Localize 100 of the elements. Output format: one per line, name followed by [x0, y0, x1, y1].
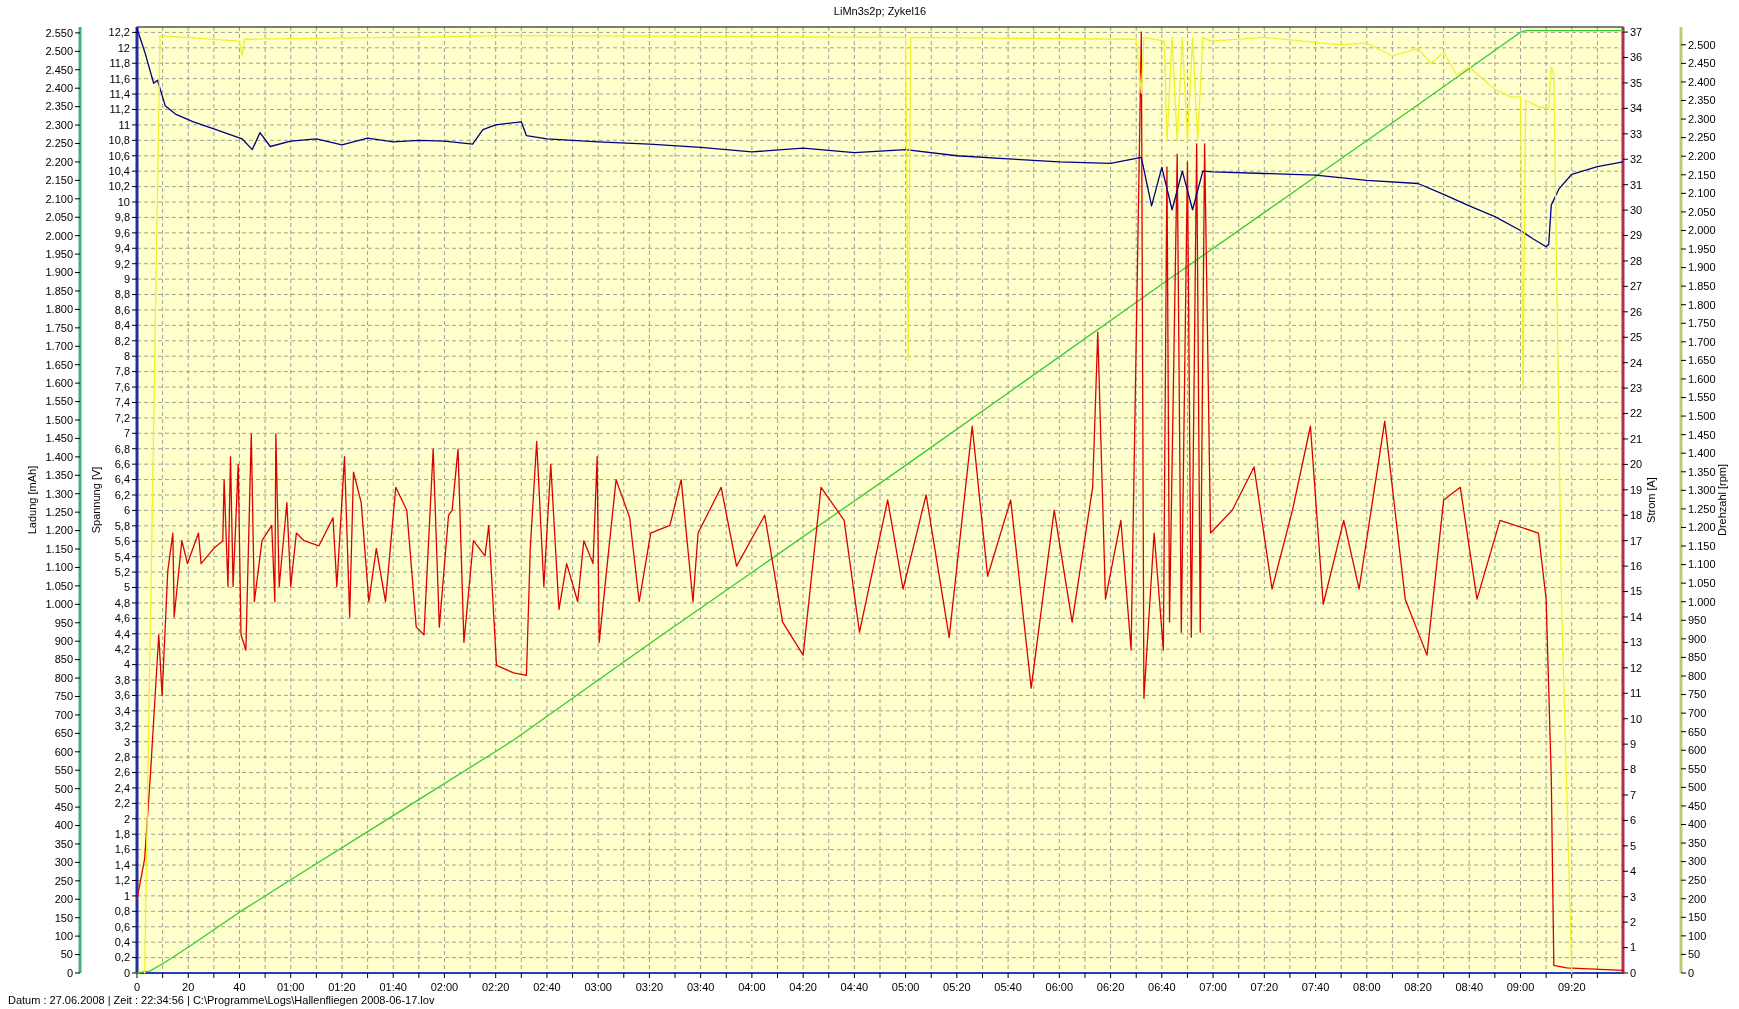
- y2-tick-label: 18: [1630, 509, 1643, 522]
- y-tick-label: 1.250: [1688, 502, 1716, 515]
- y-tick-label: 4: [123, 658, 130, 671]
- y-tick-label: 1.900: [1688, 261, 1716, 274]
- y-tick-label: 50: [1688, 948, 1701, 961]
- y2-tick-label: 8: [1630, 763, 1637, 776]
- y3-tick-label: 1.500: [45, 413, 73, 426]
- y-tick-label: 1.800: [1688, 298, 1716, 311]
- line-series: [136, 27, 1624, 248]
- y3-tick-label: 2.250: [45, 137, 73, 150]
- y-tick-label: 10,8: [108, 134, 130, 147]
- y-tick-label: 6: [123, 504, 130, 517]
- x-tick-label: 01:40: [379, 981, 407, 993]
- y3-tick-label: 200: [54, 893, 73, 906]
- y-tick-label: 1.350: [1688, 465, 1716, 478]
- y-tick-label: 300: [1688, 855, 1707, 868]
- y2-tick-label: 33: [1630, 127, 1643, 140]
- y3-tick-label: 650: [54, 727, 73, 740]
- y3-tick-label: 2.550: [45, 26, 73, 39]
- y3-tick-label: 1.100: [45, 561, 73, 574]
- y-tick-label: 2,6: [114, 766, 130, 779]
- y3-tick-label: 50: [60, 948, 73, 961]
- y3-tick-label: 1.000: [45, 598, 73, 611]
- y2-tick-label: 32: [1630, 153, 1643, 166]
- y2-tick-label: 26: [1630, 305, 1643, 318]
- y2-tick-label: 16: [1630, 559, 1643, 572]
- y-axis-title: Drehzahl [rpm]: [1716, 463, 1728, 537]
- y-tick-label: 8,6: [114, 303, 130, 316]
- y3-tick-label: 700: [54, 708, 73, 721]
- x-tick-label: 05:00: [891, 981, 920, 993]
- y-tick-label: 750: [1688, 688, 1707, 701]
- y-tick-label: 350: [1688, 836, 1707, 849]
- y-tick-label: 11,6: [109, 72, 130, 85]
- y2-tick-label: 0: [1630, 966, 1637, 979]
- y3-tick-label: 1.250: [45, 506, 73, 519]
- y-tick-label: 0: [123, 966, 130, 979]
- y-axis-title: Spannung [V]: [90, 466, 102, 534]
- y-tick-label: 0,2: [114, 951, 130, 964]
- x-tick-label: 09:20: [1557, 981, 1586, 993]
- y3-tick-label: 100: [54, 929, 73, 942]
- y-tick-label: 2.400: [1688, 75, 1716, 88]
- y2-tick-label: 29: [1630, 229, 1643, 242]
- y3-tick-label: 2.450: [45, 63, 73, 76]
- y3-tick-label: 1.800: [45, 303, 73, 316]
- x-tick-label: 07:40: [1301, 981, 1330, 993]
- y3-tick-label: 550: [54, 764, 73, 777]
- y2-tick-label: 25: [1630, 331, 1643, 344]
- x-tick-label: 05:20: [943, 981, 971, 993]
- y2-tick-label: 5: [1630, 839, 1637, 852]
- y2-tick-label: 20: [1630, 458, 1643, 471]
- y3-tick-label: 2.100: [45, 192, 73, 205]
- y2-axis-title: Strom [A]: [1645, 477, 1657, 523]
- x-tick-label: 06:20: [1096, 981, 1125, 993]
- y3-tick-label: 1.700: [45, 340, 73, 353]
- y-tick-label: 150: [1688, 911, 1707, 924]
- x-tick-label: 01:00: [276, 981, 305, 993]
- y3-tick-label: 950: [54, 616, 73, 629]
- y2-tick-label: 31: [1630, 178, 1643, 191]
- y-tick-label: 0: [1688, 966, 1695, 979]
- y-tick-label: 400: [1688, 818, 1707, 831]
- y-tick-label: 2: [123, 812, 130, 825]
- y3-tick-label: 850: [54, 653, 73, 666]
- y2-tick-label: 6: [1630, 814, 1637, 827]
- y-tick-label: 2.100: [1688, 187, 1716, 200]
- y-tick-label: 4,8: [114, 596, 130, 609]
- x-tick-label: 04:40: [840, 981, 869, 993]
- y-tick-label: 2.250: [1688, 131, 1716, 144]
- y2-tick-label: 37: [1630, 25, 1643, 38]
- y-tick-label: 2.500: [1688, 38, 1716, 51]
- y-tick-label: 1,2: [114, 874, 130, 887]
- y2-tick-label: 3: [1630, 890, 1637, 903]
- y-tick-label: 12,2: [108, 26, 130, 39]
- y-tick-label: 3,4: [114, 704, 130, 717]
- y-tick-label: 12: [117, 41, 130, 54]
- x-tick-label: 08:20: [1404, 981, 1432, 993]
- y3-tick-label: 500: [54, 782, 73, 795]
- y-tick-label: 100: [1688, 929, 1707, 942]
- y-tick-label: 2.000: [1688, 224, 1716, 237]
- y3-tick-label: 1.050: [45, 579, 73, 592]
- y3-tick-label: 1.400: [45, 450, 73, 463]
- y-tick-label: 4,2: [114, 643, 130, 656]
- x-tick-label: 06:40: [1148, 981, 1176, 993]
- y3-tick-label: 2.350: [45, 100, 73, 113]
- y-tick-label: 5,2: [114, 565, 130, 578]
- y2-tick-label: 24: [1630, 356, 1643, 369]
- y-tick-label: 650: [1688, 725, 1707, 738]
- y-tick-label: 4,4: [114, 627, 130, 640]
- y-tick-label: 11,4: [109, 87, 130, 100]
- y-tick-label: 6,8: [114, 442, 130, 455]
- y-tick-label: 1.450: [1688, 428, 1716, 441]
- y-tick-label: 1.100: [1688, 558, 1716, 571]
- y3-tick-label: 750: [54, 690, 73, 703]
- y-tick-label: 10,6: [108, 149, 130, 162]
- x-tick-label: 01:20: [328, 981, 356, 993]
- y3-tick-label: 1.650: [45, 358, 73, 371]
- y-tick-label: 1.950: [1688, 242, 1716, 255]
- x-tick-label: 08:40: [1455, 981, 1484, 993]
- y3-tick-label: 1.900: [45, 266, 73, 279]
- y-tick-label: 11,2: [109, 103, 130, 116]
- y2-tick-label: 2: [1630, 915, 1637, 928]
